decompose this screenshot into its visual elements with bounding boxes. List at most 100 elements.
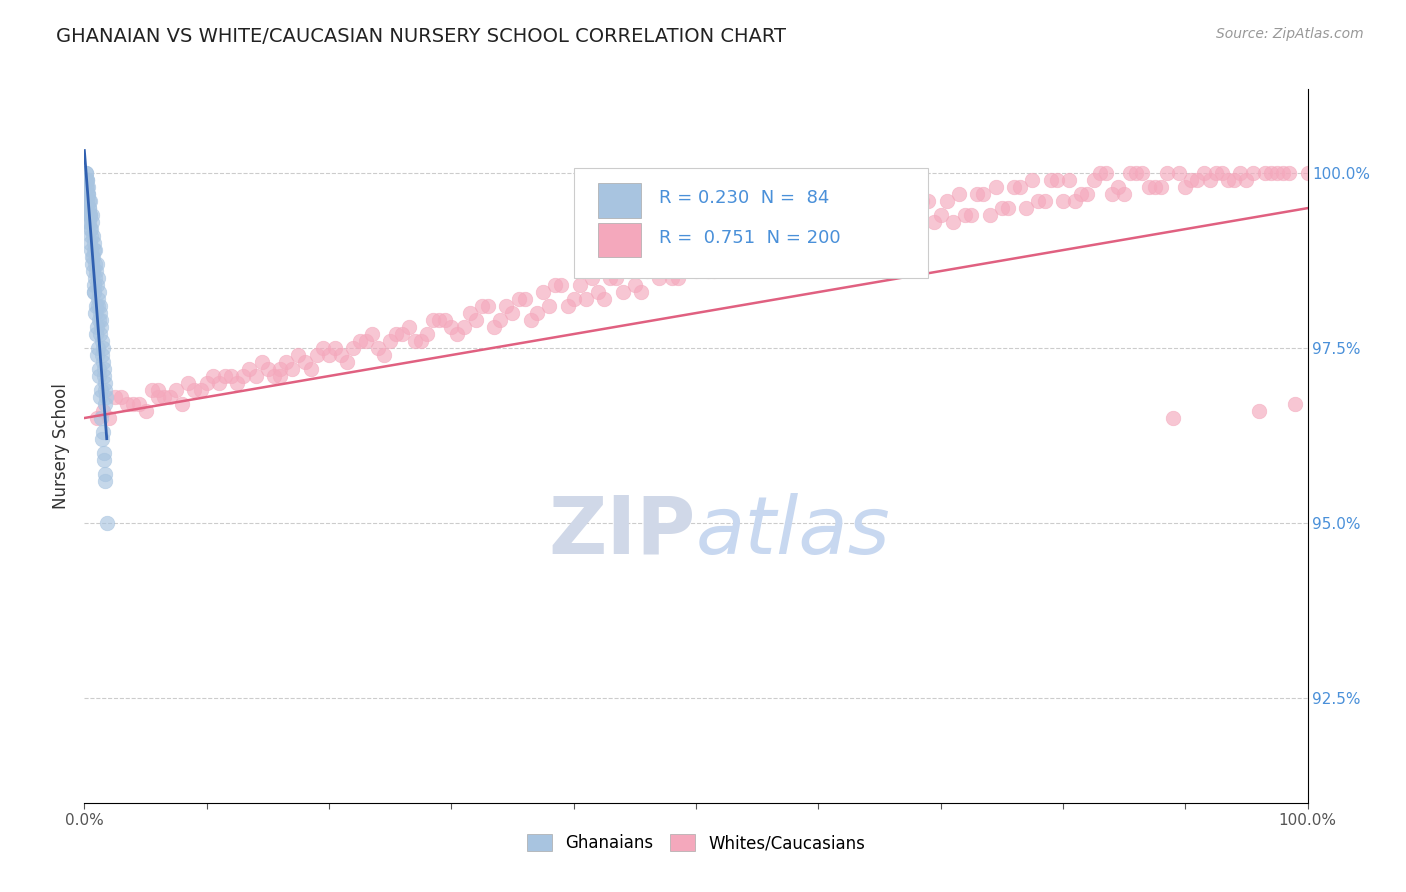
- Point: [1057, 173, 1080, 187]
- Point: [86, 411, 108, 425]
- Point: [1296, 166, 1319, 180]
- Point: [752, 229, 775, 244]
- Point: [214, 369, 236, 384]
- Point: [1260, 166, 1282, 180]
- Point: [83, 236, 105, 251]
- Point: [177, 376, 200, 390]
- Point: [991, 201, 1014, 215]
- Point: [849, 229, 872, 244]
- Point: [666, 271, 689, 285]
- Point: [605, 271, 627, 285]
- Point: [94, 474, 117, 488]
- Point: [91, 334, 114, 348]
- Point: [477, 299, 499, 313]
- Point: [1278, 166, 1301, 180]
- Point: [87, 285, 110, 299]
- Point: [323, 341, 346, 355]
- Point: [89, 299, 111, 313]
- Point: [1094, 166, 1116, 180]
- Point: [83, 243, 105, 257]
- Point: [526, 306, 548, 320]
- Y-axis label: Nursery School: Nursery School: [52, 383, 70, 509]
- Point: [75, 166, 97, 180]
- Point: [75, 173, 97, 187]
- Point: [1216, 173, 1239, 187]
- Point: [367, 341, 389, 355]
- Point: [75, 166, 97, 180]
- Point: [77, 201, 100, 215]
- Point: [661, 271, 683, 285]
- Point: [513, 292, 536, 306]
- Point: [1211, 166, 1233, 180]
- Point: [544, 278, 567, 293]
- Point: [76, 194, 98, 208]
- Point: [83, 285, 105, 299]
- Point: [83, 257, 105, 271]
- Point: [219, 369, 242, 384]
- Point: [1272, 166, 1295, 180]
- Point: [94, 390, 117, 404]
- Point: [1247, 404, 1270, 418]
- Point: [1223, 173, 1246, 187]
- Point: [612, 285, 634, 299]
- Point: [76, 180, 98, 194]
- Point: [86, 278, 108, 293]
- Point: [727, 236, 749, 251]
- Point: [979, 208, 1001, 222]
- Point: [997, 201, 1019, 215]
- Point: [820, 236, 842, 251]
- Point: [648, 271, 671, 285]
- Point: [1187, 173, 1209, 187]
- Point: [87, 341, 110, 355]
- Point: [77, 194, 100, 208]
- Point: [128, 397, 150, 411]
- Text: GHANAIAN VS WHITE/CAUCASIAN NURSERY SCHOOL CORRELATION CHART: GHANAIAN VS WHITE/CAUCASIAN NURSERY SCHO…: [56, 27, 786, 45]
- Point: [893, 222, 915, 236]
- Point: [917, 194, 939, 208]
- Point: [1070, 187, 1092, 202]
- Point: [79, 222, 101, 236]
- Point: [1046, 173, 1069, 187]
- Point: [79, 201, 101, 215]
- Point: [391, 327, 413, 342]
- Point: [586, 285, 609, 299]
- Point: [568, 278, 591, 293]
- Point: [86, 320, 108, 334]
- Point: [75, 173, 97, 187]
- Point: [898, 201, 921, 215]
- Point: [82, 208, 104, 222]
- Point: [697, 264, 720, 278]
- Point: [84, 327, 107, 342]
- Point: [349, 334, 371, 348]
- Point: [1168, 166, 1191, 180]
- Point: [538, 299, 561, 313]
- Point: [91, 404, 114, 418]
- Point: [159, 390, 181, 404]
- Point: [495, 299, 517, 313]
- Point: [1205, 166, 1227, 180]
- Point: [502, 306, 524, 320]
- Point: [440, 320, 463, 334]
- Point: [794, 222, 817, 236]
- Point: [1015, 201, 1038, 215]
- Point: [226, 376, 249, 390]
- Point: [831, 229, 853, 244]
- Point: [80, 250, 103, 264]
- Point: [1150, 180, 1173, 194]
- Point: [550, 278, 572, 293]
- Point: [84, 271, 107, 285]
- Point: [776, 250, 799, 264]
- Point: [1088, 166, 1111, 180]
- Point: [458, 306, 481, 320]
- Point: [76, 187, 98, 202]
- Point: [89, 390, 111, 404]
- Point: [765, 222, 787, 236]
- Point: [89, 362, 111, 376]
- Point: [1076, 187, 1098, 202]
- Point: [1180, 173, 1202, 187]
- Point: [482, 320, 505, 334]
- Point: [1192, 166, 1215, 180]
- Point: [91, 341, 114, 355]
- Point: [110, 390, 132, 404]
- Point: [79, 208, 101, 222]
